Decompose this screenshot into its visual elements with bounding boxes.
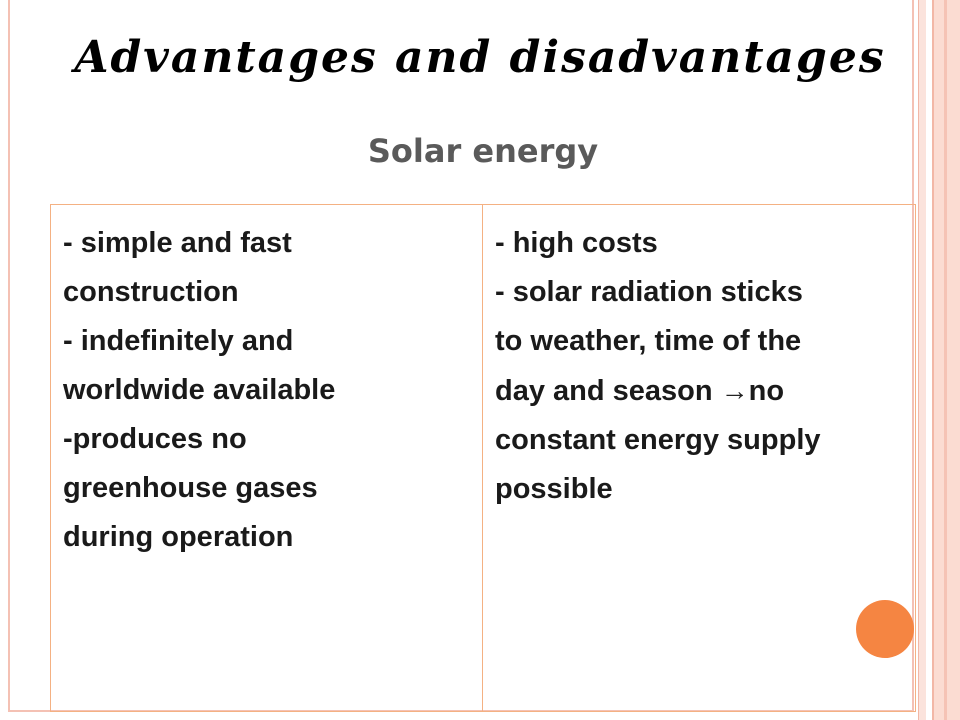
decorative-stripe (918, 0, 927, 720)
disadvantages-cell: - high costs - solar radiation sticks to… (483, 205, 915, 711)
disadvantage-line: constant energy supply (495, 424, 821, 456)
decorative-stripe (926, 0, 932, 720)
disadvantage-line: day and season →no (495, 366, 905, 416)
advantage-line: - simple and fast (63, 227, 292, 259)
advantage-line: during operation (63, 521, 294, 553)
advantage-line: construction (63, 276, 239, 308)
disadvantage-text: no (748, 375, 785, 407)
disadvantage-line: - high costs (495, 227, 658, 259)
disadvantage-line: - solar radiation sticks (495, 276, 803, 308)
right-arrow-icon: → (720, 375, 749, 406)
decorative-stripe (944, 0, 947, 720)
advantages-cell: - simple and fast construction - indefin… (51, 205, 483, 711)
slide-title: Advantages and disadvantages (74, 32, 886, 83)
advantage-line: worldwide available (63, 374, 336, 406)
disadvantage-line: to weather, time of the (495, 325, 802, 357)
advantage-line: - indefinitely and (63, 325, 294, 357)
advantage-line: -produces no (63, 423, 247, 455)
disadvantage-line: possible (495, 473, 613, 505)
slide-subtitle: Solar energy (367, 132, 599, 170)
pros-cons-table: - simple and fast construction - indefin… (50, 204, 916, 712)
advantage-line: greenhouse gases (63, 472, 318, 504)
disadvantage-text: day and season (495, 375, 721, 407)
orange-circle-decoration (856, 600, 914, 658)
